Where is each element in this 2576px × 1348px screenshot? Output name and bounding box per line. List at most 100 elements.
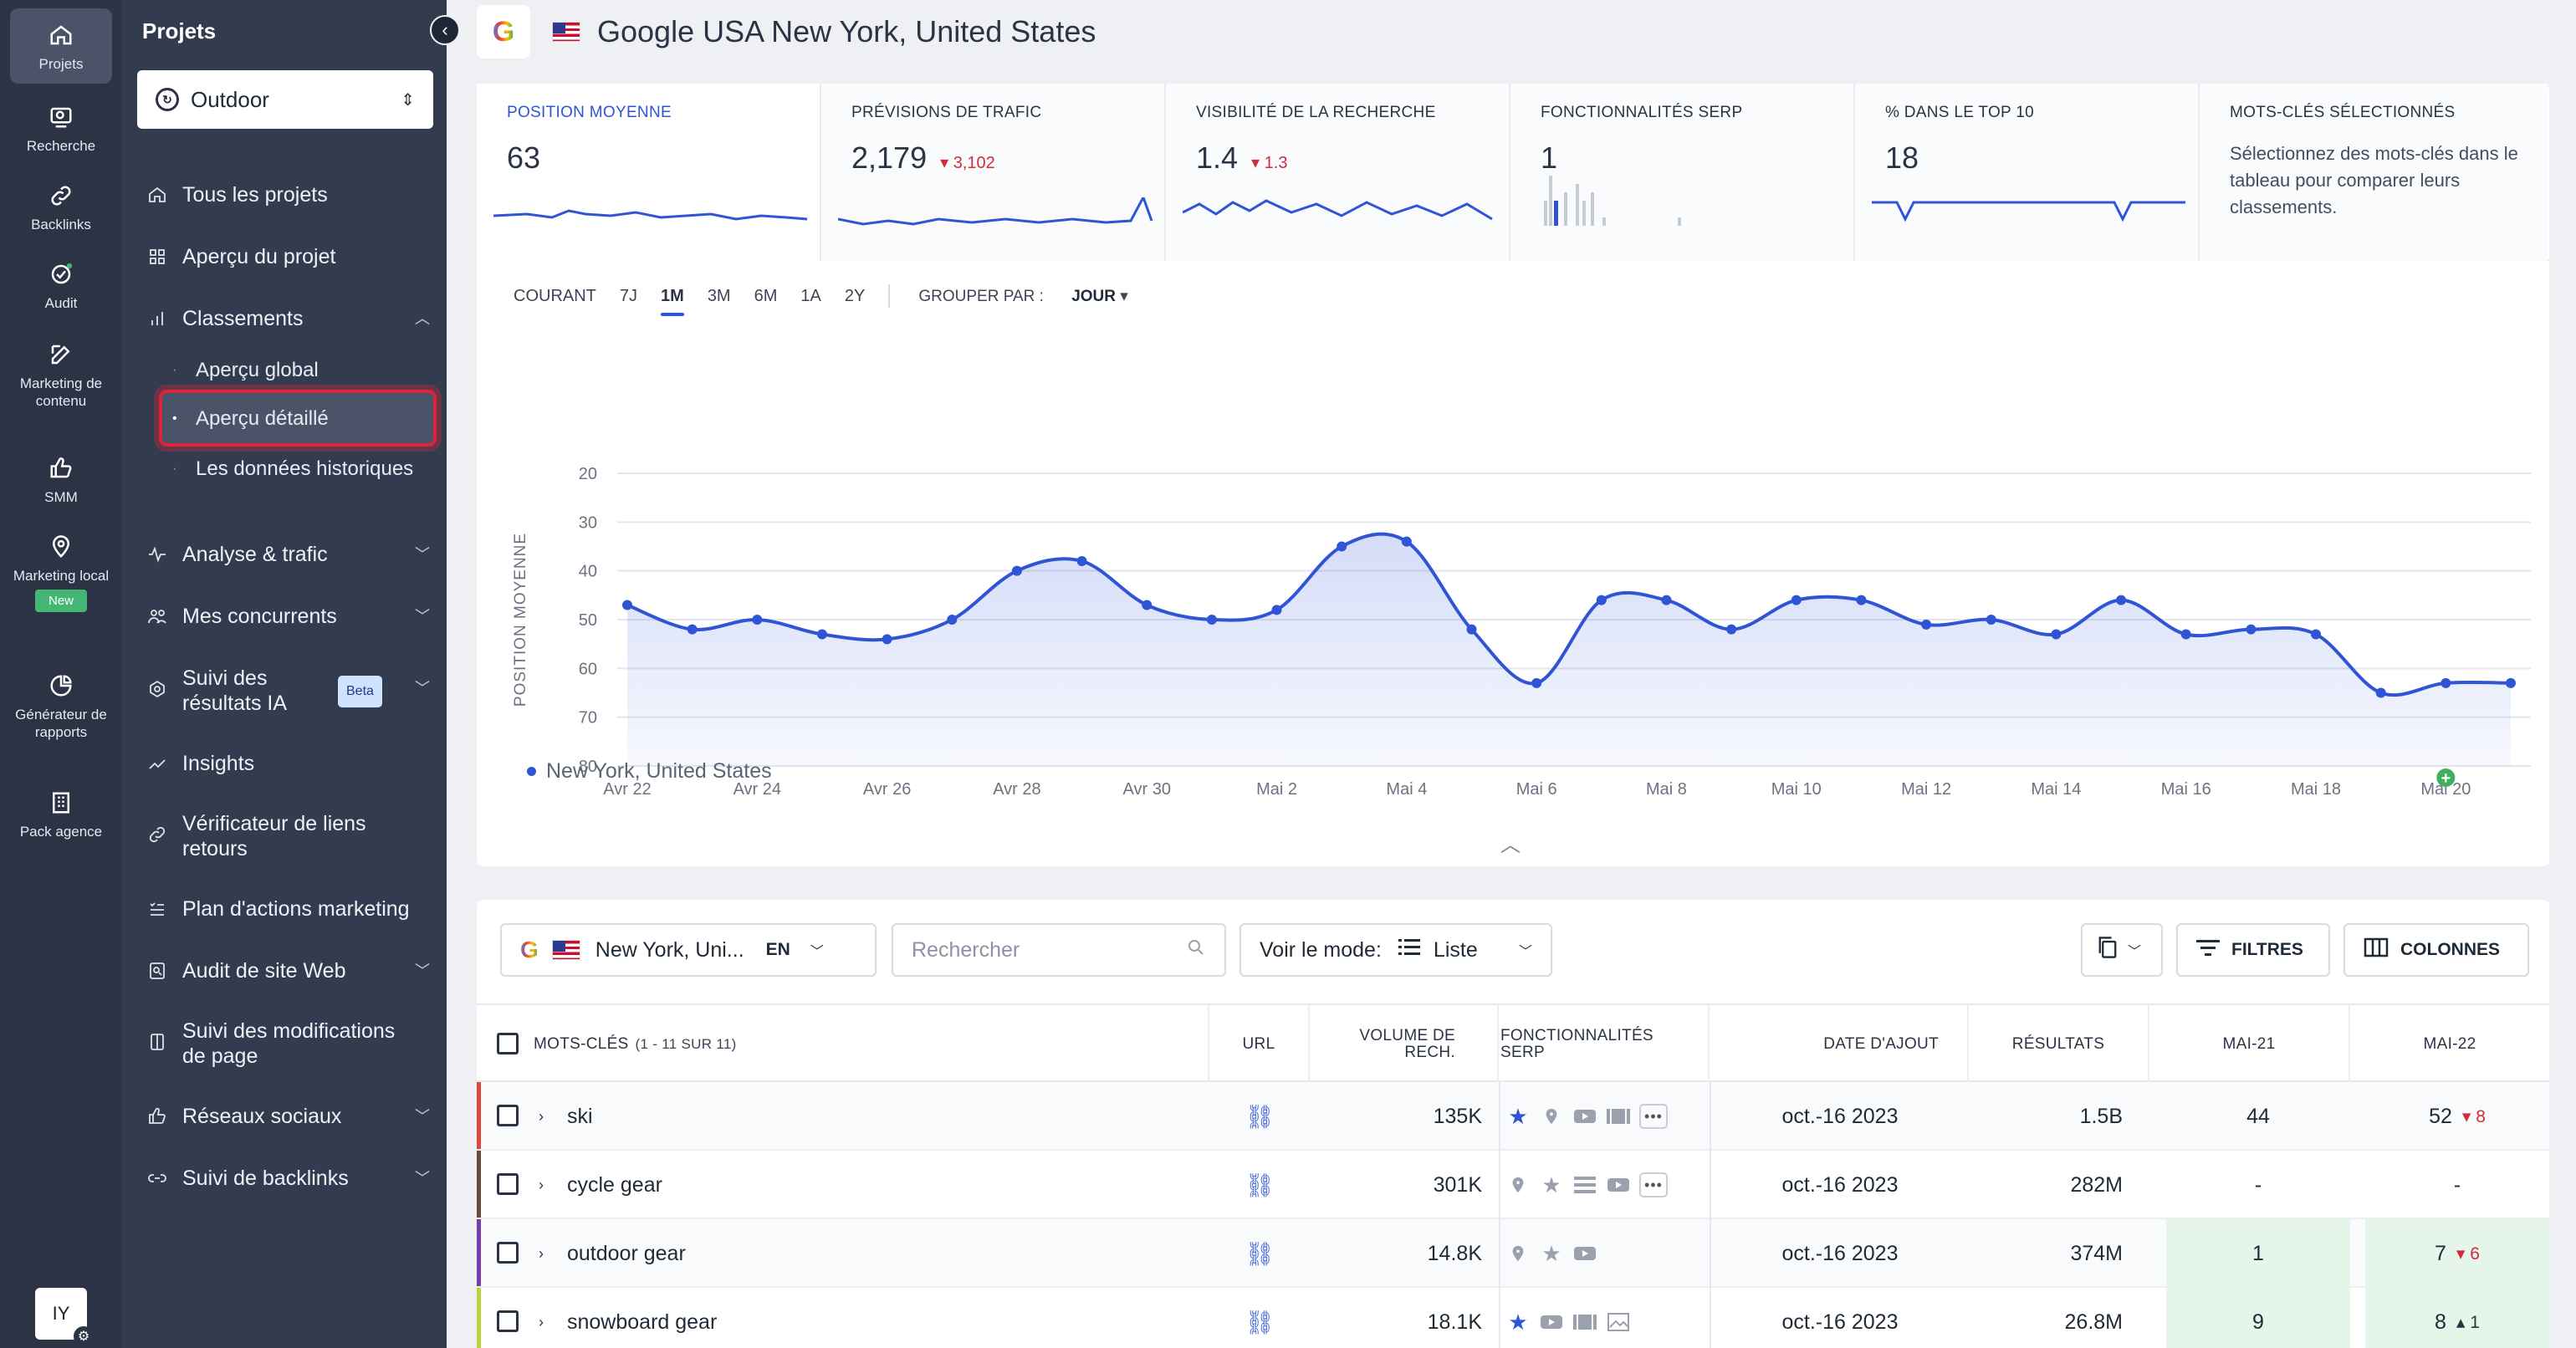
nav-suivi-resultats-ia[interactable]: Suivi des résultats IA Beta ﹀ [146, 666, 430, 716]
table-row[interactable]: › cycle gear ⛓ 301K ★ ••• oct.-16 2023 282… [477, 1151, 2549, 1219]
metric-delta: ▾ 1.3 [1251, 154, 1288, 172]
nav-mes-concurrents[interactable]: Mes concurrents ﹀ [146, 604, 430, 629]
y-tick-label: 60 [579, 660, 597, 678]
more-icon[interactable]: ••• [1639, 1172, 1668, 1197]
google-icon[interactable]: G [477, 5, 530, 59]
nav-suivi-backlinks[interactable]: Suivi de backlinks ﹀ [146, 1166, 430, 1191]
range-2y[interactable]: 2Y [844, 286, 866, 305]
url-cell[interactable]: ⛓ [1209, 1151, 1310, 1219]
range-courant[interactable]: COURANT [514, 286, 596, 305]
col-serp[interactable]: FONCTIONNALITÉS SERP [1499, 1005, 1710, 1084]
range-3m[interactable]: 3M [707, 286, 731, 305]
metric-fonctionnalites-serp[interactable]: FONCTIONNALITÉS SERP 1 [1510, 84, 1855, 261]
chevron-right-icon[interactable]: › [539, 1107, 544, 1125]
nav-label: Suivi des modifications de page [182, 1019, 396, 1068]
link-icon[interactable]: ⛓ [1245, 1103, 1275, 1130]
rail-recherche[interactable]: Recherche [10, 100, 112, 155]
range-1m[interactable]: 1M [661, 286, 684, 316]
audit-search-icon [146, 959, 169, 983]
location-selector[interactable]: G New York, Uni... EN ﹀ [500, 923, 877, 977]
row-checkbox[interactable] [497, 1105, 519, 1126]
row-checkbox[interactable] [497, 1242, 519, 1264]
chevron-right-icon[interactable]: › [539, 1244, 544, 1262]
search-input[interactable]: Rechercher [892, 923, 1226, 977]
range-6m[interactable]: 6M [754, 286, 778, 305]
chevron-right-icon[interactable]: › [539, 1313, 544, 1330]
nav-audit-site[interactable]: Audit de site Web ﹀ [146, 958, 430, 983]
group-by-dropdown[interactable]: GROUPER PAR : JOUR ▾ [918, 287, 1151, 306]
metric-position-moyenne[interactable]: POSITION MOYENNE 63 [477, 84, 821, 261]
range-1a[interactable]: 1A [800, 286, 821, 305]
nav-suivi-modifications[interactable]: Suivi des modifications de page [146, 1019, 430, 1069]
volume-value: 14.8K [1427, 1241, 1482, 1265]
chevron-right-icon[interactable]: › [539, 1176, 544, 1193]
row-color-stripe [477, 1151, 481, 1218]
row-checkbox[interactable] [497, 1173, 519, 1195]
nav-apercu-projet[interactable]: Aperçu du projet [146, 244, 430, 269]
range-7j[interactable]: 7J [619, 286, 638, 305]
view-mode-selector[interactable]: Voir le mode: Liste ﹀ [1239, 923, 1552, 977]
collapse-chart-button[interactable]: ︿ [1500, 828, 1521, 857]
col-date[interactable]: DATE D'AJOUT [1710, 1005, 1969, 1084]
bullet-icon: • [172, 411, 177, 426]
url-cell[interactable]: ⛓ [1209, 1219, 1310, 1288]
x-tick-label: Mai 4 [1386, 780, 1427, 799]
link-icon[interactable]: ⛓ [1245, 1240, 1275, 1267]
nav-apercu-detaille[interactable]: • Aperçu détaillé [159, 390, 437, 447]
col-label: FONCTIONNALITÉS SERP [1500, 1027, 1653, 1061]
col-mai-21[interactable]: MAI-21 [2149, 1005, 2350, 1084]
volume-value: 135K [1433, 1104, 1482, 1128]
metric-delta: ▾ 3,102 [940, 154, 995, 172]
data-point [2441, 677, 2451, 688]
gear-icon[interactable]: ⚙ [74, 1326, 94, 1346]
filters-button[interactable]: FILTRES [2176, 923, 2330, 977]
nav-analyse-trafic[interactable]: Analyse & trafic ﹀ [146, 542, 430, 567]
col-volume[interactable]: VOLUME DE RECH. [1310, 1005, 1499, 1084]
rail-audit[interactable]: Audit [10, 258, 112, 312]
pin-icon [1505, 1172, 1531, 1197]
project-selector[interactable]: ↻ Outdoor ⇕ [137, 70, 433, 129]
rail-smm[interactable]: SMM [10, 452, 112, 506]
col-results[interactable]: RÉSULTATS [1969, 1005, 2149, 1084]
group-by-label: GROUPER PAR : [918, 287, 1044, 305]
volume-cell: 135K [1310, 1082, 1482, 1151]
avatar[interactable]: IY ⚙ [35, 1288, 94, 1346]
select-all-checkbox[interactable] [497, 1033, 519, 1054]
copy-button[interactable]: ﹀ [2081, 923, 2163, 977]
rail-projets[interactable]: Projets [10, 8, 112, 84]
nav-insights[interactable]: Insights [146, 751, 430, 776]
url-cell[interactable]: ⛓ [1209, 1288, 1310, 1348]
x-tick-label: Mai 2 [1256, 780, 1297, 799]
rail-marketing-contenu[interactable]: Marketing de contenu [10, 338, 112, 410]
nav-apercu-global[interactable]: · Aperçu global [172, 358, 423, 382]
col-keywords[interactable]: MOTS-CLÉS (1 - 11 SUR 11) [477, 1005, 1209, 1084]
rail-marketing-local[interactable]: Marketing local New [10, 530, 112, 612]
nav-classements[interactable]: Classements ︿ [146, 306, 430, 331]
col-mai-22[interactable]: MAI-22 [2350, 1005, 2549, 1084]
metric-previsions-trafic[interactable]: PRÉVISIONS DE TRAFIC 2,179 ▾ 3,102 [821, 84, 1166, 261]
rail-backlinks[interactable]: Backlinks [10, 179, 112, 233]
nav-reseaux-sociaux[interactable]: Réseaux sociaux ﹀ [146, 1104, 430, 1129]
nav-verificateur-liens[interactable]: Vérificateur de liens retours [146, 811, 430, 861]
collapse-sidebar-button[interactable]: ‹ [430, 15, 460, 45]
us-flag-icon [552, 22, 580, 42]
table-row[interactable]: › snowboard gear ⛓ 18.1K ★ oct.-16 2023 2… [477, 1288, 2549, 1348]
table-row[interactable]: › ski ⛓ 135K ★ ••• oct.-16 2023 1.5B 44 52… [477, 1082, 2549, 1151]
metric-top10[interactable]: % DANS LE TOP 10 18 [1855, 84, 2200, 261]
row-checkbox[interactable] [497, 1310, 519, 1332]
columns-button[interactable]: COLONNES [2343, 923, 2529, 977]
nav-tous-les-projets[interactable]: Tous les projets [146, 182, 430, 207]
rail-pack-agence[interactable]: Pack agence [10, 786, 112, 840]
nav-plan-actions[interactable]: Plan d'actions marketing [146, 896, 430, 922]
more-icon[interactable]: ••• [1639, 1104, 1668, 1129]
nav-donnees-historiques[interactable]: · Les données historiques [172, 457, 423, 481]
metric-visibilite[interactable]: VISIBILITÉ DE LA RECHERCHE 1.4 ▾ 1.3 [1166, 84, 1510, 261]
date-cell: oct.-16 2023 [1710, 1082, 1969, 1151]
rail-generateur-rapports[interactable]: Générateur de rapports [10, 669, 112, 741]
col-url[interactable]: URL [1209, 1005, 1310, 1084]
link-icon[interactable]: ⛓ [1245, 1172, 1275, 1198]
users-icon [146, 605, 169, 628]
url-cell[interactable]: ⛓ [1209, 1082, 1310, 1151]
link-icon[interactable]: ⛓ [1245, 1309, 1275, 1335]
table-row[interactable]: › outdoor gear ⛓ 14.8K ★ oct.-16 2023 374… [477, 1219, 2549, 1288]
